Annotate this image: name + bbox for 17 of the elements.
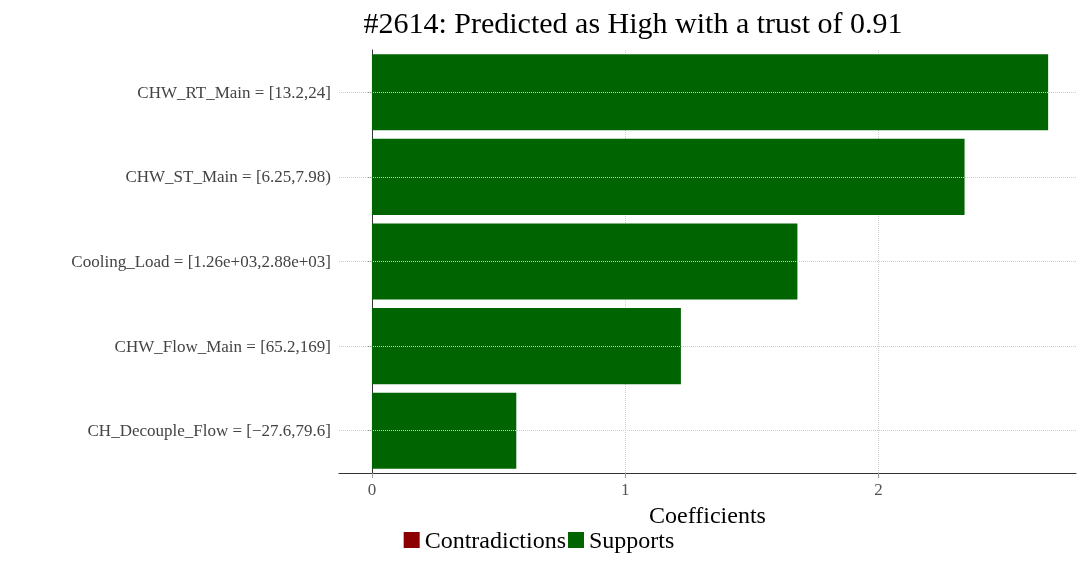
bar (371, 308, 681, 385)
y-tick-label: CH_Decouple_Flow = [−27.6,79.6] (87, 421, 331, 441)
y-tick-label: Cooling_Load = [1.26e+03,2.88e+03] (71, 252, 331, 271)
chart-title: #2614: Predicted as High with a trust of 0.91 (363, 5, 903, 39)
y-tick-label: CHW_Flow_Main = [65.2,169] (114, 336, 331, 356)
legend-label: Supports (588, 527, 675, 553)
legend-label: Contradictions (424, 527, 566, 553)
y-tick-label: CHW_RT_Main = [13.2,24] (137, 82, 331, 102)
bar (371, 223, 798, 300)
x-tick-label: 0 (367, 480, 377, 499)
bar (371, 138, 965, 215)
bar (371, 54, 1049, 131)
y-tick-label: CHW_ST_Main = [6.25,7.98) (125, 167, 331, 187)
bar (371, 392, 517, 469)
x-tick-label: 2 (874, 480, 883, 499)
x-tick-label: 1 (620, 480, 630, 499)
x-axis-title: Coefficients (649, 501, 766, 528)
